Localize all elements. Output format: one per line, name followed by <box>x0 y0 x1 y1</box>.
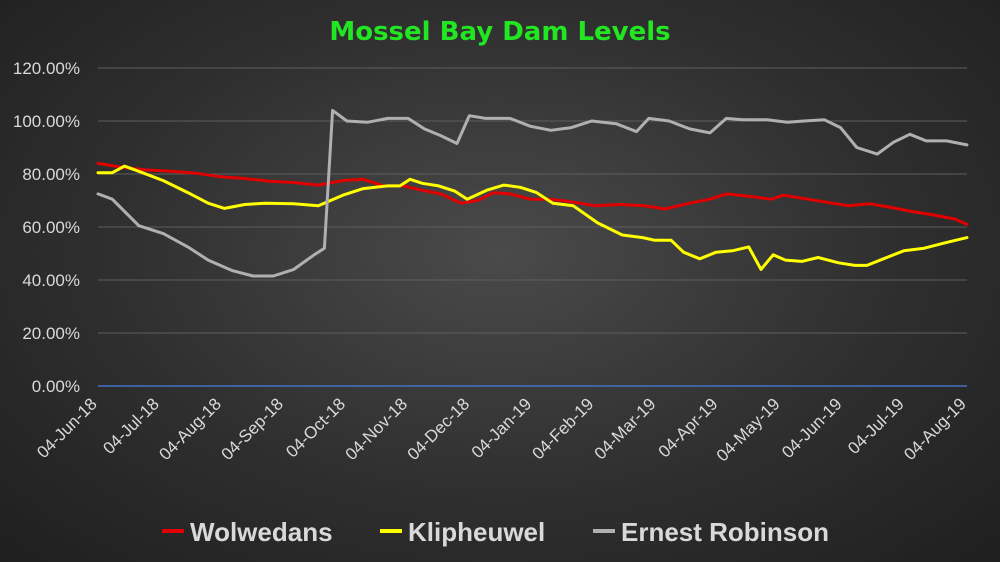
y-tick-label: 0.00% <box>32 377 80 396</box>
x-tick-label: 04-Jun-18 <box>33 394 101 462</box>
legend-label: Klipheuwel <box>408 517 545 547</box>
x-tick-label: 04-Mar-19 <box>591 394 660 463</box>
x-tick-label: 04-May-19 <box>713 394 784 465</box>
x-tick-label: 04-Jul-19 <box>844 394 908 458</box>
gridlines <box>98 67 967 387</box>
x-tick-label: 04-Nov-18 <box>342 394 412 464</box>
x-tick-label: 04-Sep-18 <box>217 394 287 464</box>
x-tick-label: 04-Dec-18 <box>404 394 474 464</box>
y-tick-label: 40.00% <box>22 271 80 290</box>
series-line-klipheuwel <box>96 164 969 271</box>
x-tick-label: 04-Jun-19 <box>778 394 846 462</box>
x-tick-label: 04-Jan-19 <box>468 394 536 462</box>
x-tick-label: 04-Aug-18 <box>155 394 225 464</box>
legend-label: Wolwedans <box>190 517 333 547</box>
y-tick-label: 60.00% <box>22 218 80 237</box>
series-line-ernest-robinson <box>96 108 969 278</box>
legend: Wolwedans Klipheuwel Ernest Robinson <box>162 517 829 547</box>
y-tick-label: 100.00% <box>13 112 80 131</box>
y-tick-label: 20.00% <box>22 324 80 343</box>
y-tick-label: 80.00% <box>22 165 80 184</box>
legend-label: Ernest Robinson <box>621 517 829 547</box>
x-tick-label: 04-Aug-19 <box>900 394 970 464</box>
series-lines <box>96 108 969 278</box>
x-tick-label: 04-Jul-18 <box>99 394 163 458</box>
chart-title: Mossel Bay Dam Levels <box>329 17 670 47</box>
x-tick-label: 04-Apr-19 <box>655 394 722 461</box>
y-tick-label: 120.00% <box>13 59 80 78</box>
x-tick-label: 04-Oct-18 <box>282 394 349 461</box>
x-tick-label: 04-Feb-19 <box>529 394 598 463</box>
y-axis-tick-labels: 0.00% 20.00% 40.00% 60.00% 80.00% 100.00% 120.… <box>13 59 80 396</box>
series-line-wolwedans <box>96 161 969 226</box>
x-axis-tick-labels: 04-Jun-1804-Jul-1804-Aug-1804-Sep-1804-O… <box>33 394 970 465</box>
